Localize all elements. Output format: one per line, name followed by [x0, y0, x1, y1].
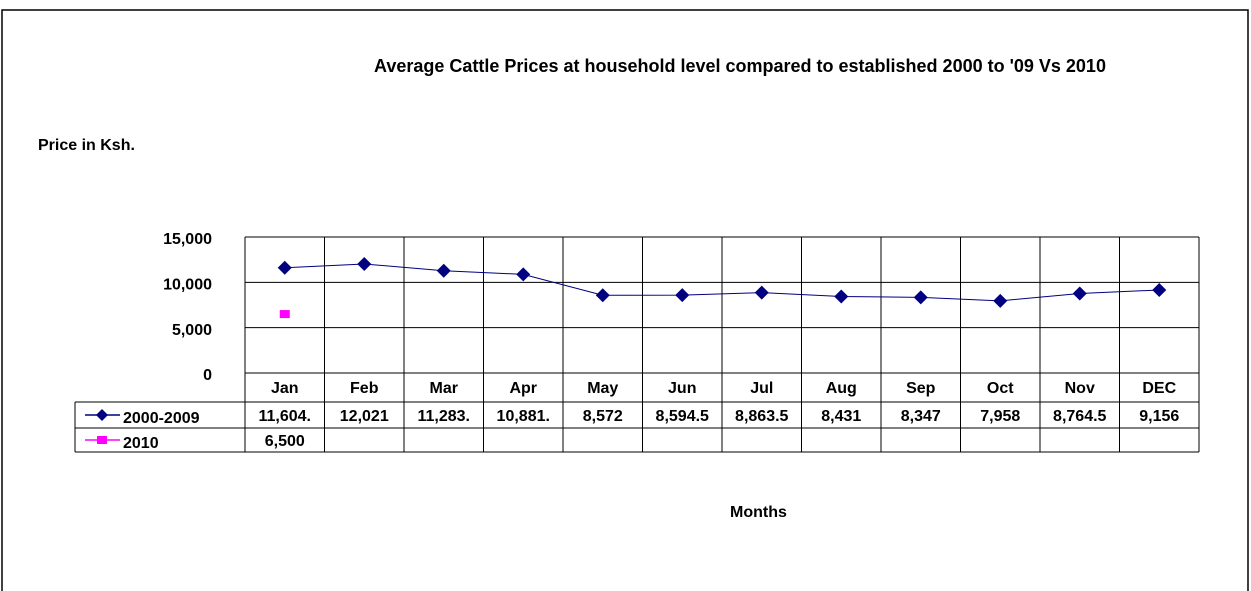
table-value: 8,594.5: [656, 408, 709, 425]
x-tick-label: Nov: [1065, 380, 1095, 397]
data-point: [675, 288, 690, 303]
legend-marker: [96, 409, 108, 421]
data-point: [357, 257, 372, 272]
y-axis-label: Price in Ksh.: [38, 137, 135, 154]
y-tick-label: 5,000: [172, 322, 212, 339]
table-value: 6,500: [265, 433, 305, 450]
table-value: 9,156: [1139, 408, 1179, 425]
data-point: [993, 293, 1008, 308]
legend-label: 2010: [123, 435, 159, 452]
table-value: 11,604.: [259, 408, 312, 425]
y-tick-label: 15,000: [163, 231, 212, 248]
x-tick-label: Jan: [271, 380, 299, 397]
x-tick-label: Feb: [350, 380, 379, 397]
chart-frame: [1, 9, 1249, 591]
table-value: 8,347: [901, 408, 941, 425]
x-tick-label: Jul: [750, 380, 773, 397]
legend-marker: [97, 436, 107, 444]
data-point: [1072, 286, 1087, 301]
x-axis-label: Months: [730, 504, 787, 521]
x-tick-label: Apr: [509, 380, 537, 397]
data-point: [913, 290, 928, 305]
data-point: [595, 288, 610, 303]
data-point: [516, 267, 531, 282]
x-tick-label: Oct: [987, 380, 1014, 397]
x-tick-label: DEC: [1142, 380, 1176, 397]
x-tick-label: May: [587, 380, 618, 397]
y-tick-label: 0: [203, 367, 212, 384]
data-point: [277, 260, 292, 275]
x-tick-label: Aug: [826, 380, 857, 397]
x-tick-label: Jun: [668, 380, 696, 397]
table-value: 8,572: [583, 408, 623, 425]
data-point: [436, 263, 451, 278]
chart-title: Average Cattle Prices at household level…: [374, 56, 1106, 76]
y-tick-label: 10,000: [163, 277, 212, 294]
data-point: [279, 310, 290, 319]
x-tick-label: Sep: [906, 380, 936, 397]
table-value: 8,764.5: [1053, 408, 1106, 425]
series-line: [284, 263, 1160, 302]
table-value: 10,881.: [497, 408, 550, 425]
table-value: 12,021: [340, 408, 389, 425]
data-point: [1152, 282, 1167, 297]
data-point: [754, 285, 769, 300]
x-tick-label: Mar: [430, 380, 458, 397]
table-value: 11,283.: [418, 408, 471, 425]
legend-label: 2000-2009: [123, 410, 200, 427]
table-value: 8,431: [821, 408, 861, 425]
data-point: [834, 289, 849, 304]
table-value: 7,958: [980, 408, 1020, 425]
table-value: 8,863.5: [735, 408, 788, 425]
